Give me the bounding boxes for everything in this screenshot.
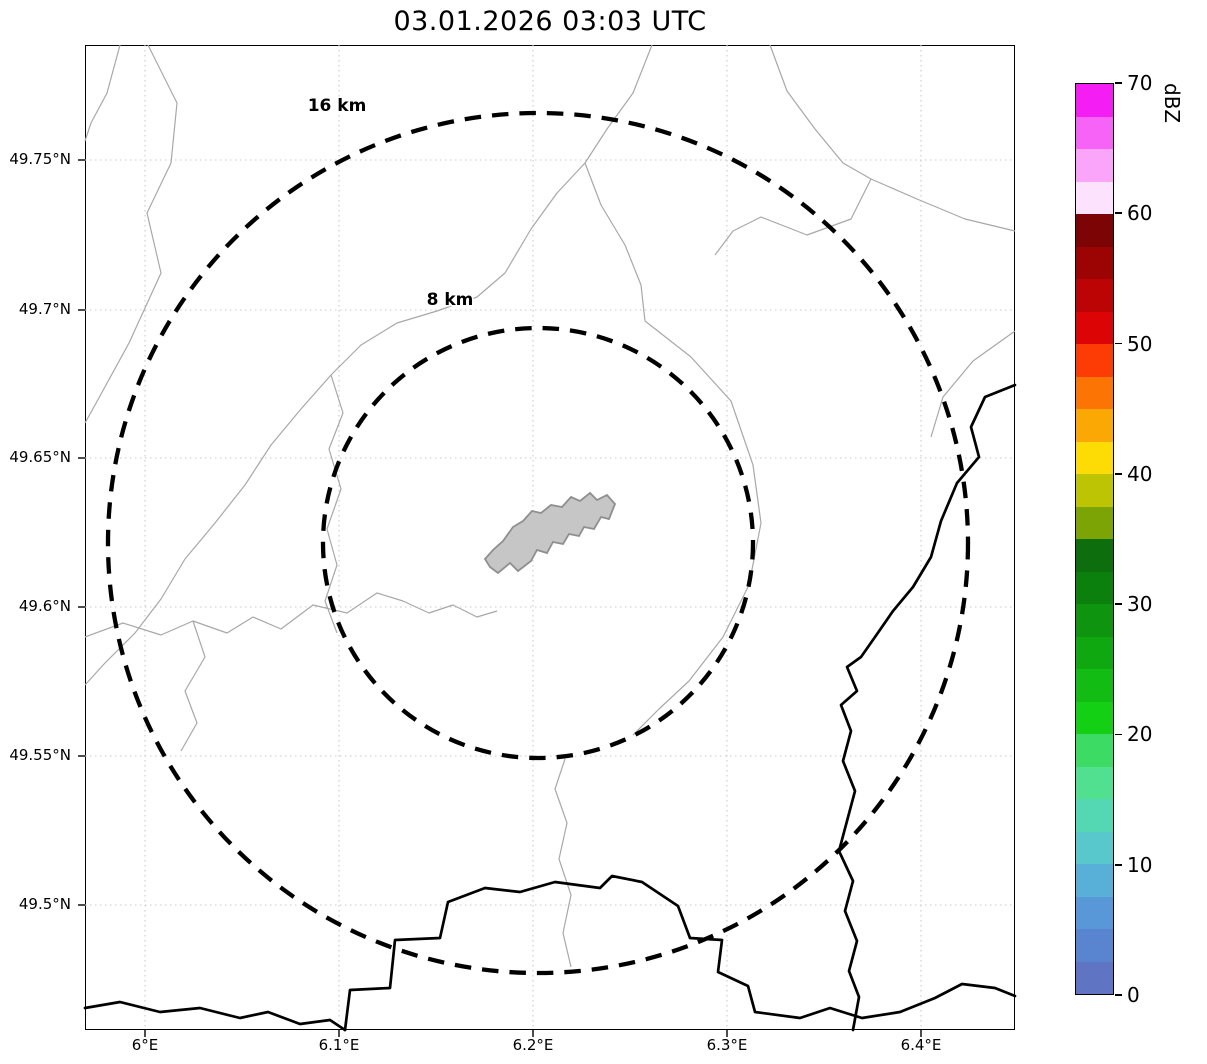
y-tick-label: 49.7°N xyxy=(18,300,71,318)
colorbar-segment xyxy=(1076,604,1113,637)
colorbar-segment xyxy=(1076,864,1113,897)
admin-boundary-line xyxy=(84,592,404,638)
colorbar-segment xyxy=(1076,116,1113,149)
x-axis-labels: 6°E 6.1°E 6.2°E 6.3°E 6.4°E xyxy=(85,1036,1015,1060)
colorbar-tickmark xyxy=(1115,212,1122,215)
admin-boundary-line xyxy=(584,162,646,322)
y-tick-label: 49.5°N xyxy=(18,895,71,913)
admin-boundary-line xyxy=(632,320,762,736)
y-tick-label: 49.75°N xyxy=(9,150,71,168)
colorbar-segment xyxy=(1076,636,1113,669)
colorbar-segment xyxy=(1076,84,1113,117)
colorbar-tickmark xyxy=(1115,994,1122,996)
x-tick-label: 6.2°E xyxy=(512,1036,554,1054)
colorbar-tickmark xyxy=(1115,82,1122,84)
colorbar-tick-label: 20 xyxy=(1127,722,1153,747)
colorbar-tickmark xyxy=(1115,342,1122,345)
colorbar-segment xyxy=(1076,474,1113,507)
admin-boundary-line xyxy=(554,758,572,968)
admin-boundary-line xyxy=(180,620,206,752)
range-ring-label: 16 km xyxy=(308,96,367,116)
x-tick-label: 6.3°E xyxy=(706,1036,748,1054)
colorbar-segment xyxy=(1076,506,1113,539)
colorbar-segment xyxy=(1076,734,1113,767)
colorbar-tick-label: 10 xyxy=(1127,852,1153,877)
colorbar-segment xyxy=(1076,441,1113,474)
admin-boundary-line xyxy=(870,178,1016,232)
colorbar-segment xyxy=(1076,214,1113,247)
x-tick-label: 6°E xyxy=(131,1036,159,1054)
colorbar-tickmark xyxy=(1115,733,1122,736)
colorbar-segment xyxy=(1076,344,1113,377)
y-axis-labels: 49.75°N 49.7°N 49.65°N 49.6°N 49.55°N 49.5°N xyxy=(0,45,78,1030)
admin-boundary-line xyxy=(324,374,344,634)
colorbar-tick-label: 50 xyxy=(1127,331,1153,356)
colorbar-tick-label: 70 xyxy=(1127,71,1153,95)
colorbar-segment xyxy=(1076,799,1113,832)
colorbar-segment xyxy=(1076,409,1113,442)
range-ring-label: 8 km xyxy=(427,290,474,310)
admin-boundary-line xyxy=(402,600,498,618)
colorbar-segment xyxy=(1076,831,1113,864)
colorbar-segment xyxy=(1076,701,1113,734)
y-tick-label: 49.65°N xyxy=(9,448,71,466)
city-area-polygon xyxy=(483,491,617,575)
country-border-line xyxy=(837,383,1017,1032)
colorbar-label: dBZ xyxy=(1160,83,1184,124)
colorbar-ticks: 70 60 50 40 30 20 10 0 xyxy=(1114,71,1176,1007)
x-tick-label: 6.4°E xyxy=(900,1036,942,1054)
admin-boundary-line xyxy=(84,44,653,686)
admin-boundary-line xyxy=(714,44,872,256)
colorbar-tick-label: 30 xyxy=(1127,592,1153,617)
country-border-line xyxy=(343,874,1017,1032)
colorbar-segment xyxy=(1076,571,1113,604)
colorbar-segment xyxy=(1076,539,1113,572)
range-ring xyxy=(105,110,971,976)
colorbar-tickmark xyxy=(1115,473,1122,475)
map-plot: 16 km 8 km xyxy=(78,44,1017,1037)
colorbar-segment xyxy=(1076,896,1113,929)
colorbar-tick-label: 0 xyxy=(1127,983,1140,1007)
figure-title: 03.01.2026 03:03 UTC xyxy=(393,6,707,37)
colorbar-segment xyxy=(1076,246,1113,279)
colorbar-segment xyxy=(1076,149,1113,182)
colorbar-segment xyxy=(1076,766,1113,799)
admin-boundary-line xyxy=(930,330,1016,438)
map-svg: 16 km 8 km xyxy=(78,44,1017,1037)
colorbar-segment xyxy=(1076,669,1113,702)
colorbar-segment xyxy=(1076,311,1113,344)
colorbar-segment xyxy=(1076,279,1113,312)
admin-boundary-line xyxy=(84,44,121,142)
colorbar-segment xyxy=(1076,181,1113,214)
admin-boundary-line xyxy=(84,44,178,424)
colorbar-bar xyxy=(1075,83,1114,995)
colorbar-segment xyxy=(1076,961,1113,994)
range-ring xyxy=(320,325,756,761)
x-tick-label: 6.1°E xyxy=(318,1036,360,1054)
country-border-line xyxy=(83,1000,347,1032)
colorbar-tick-label: 60 xyxy=(1127,201,1153,226)
y-tick-label: 49.55°N xyxy=(9,746,71,764)
colorbar-tickmark xyxy=(1115,603,1122,605)
y-tick-label: 49.6°N xyxy=(18,597,71,615)
colorbar-segment xyxy=(1076,376,1113,409)
colorbar-tickmark xyxy=(1115,863,1122,866)
colorbar-segment xyxy=(1076,929,1113,962)
colorbar-tick-label: 40 xyxy=(1127,461,1153,486)
